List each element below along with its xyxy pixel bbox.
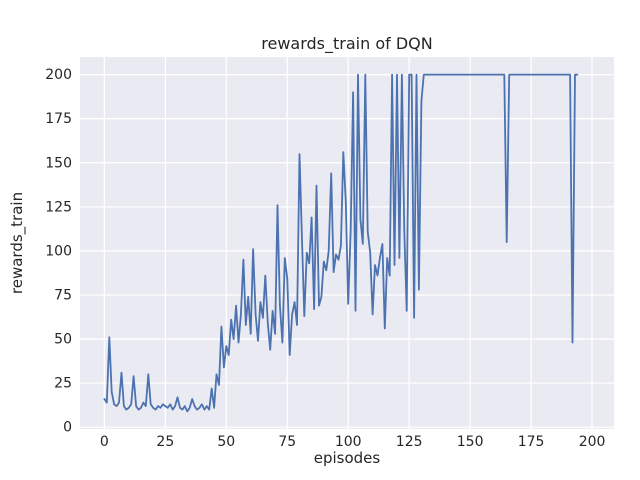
x-tick-label: 100 xyxy=(335,434,362,450)
x-tick-label: 0 xyxy=(100,434,109,450)
y-tick-label: 50 xyxy=(54,332,72,348)
y-tick-label: 0 xyxy=(63,420,72,436)
x-tick-label: 75 xyxy=(278,434,296,450)
x-tick-label: 150 xyxy=(457,434,484,450)
x-tick-label: 175 xyxy=(518,434,545,450)
x-tick-label: 125 xyxy=(396,434,423,450)
x-tick-label: 200 xyxy=(579,434,606,450)
plot-layer: 0 25 50 75 100 125 150 175 200 0 25 50 75 100 125 150 17… xyxy=(45,57,614,450)
x-tick-label: 25 xyxy=(156,434,174,450)
y-tick-label: 75 xyxy=(54,288,72,304)
y-tick-label: 175 xyxy=(45,111,72,127)
x-tick-label: 50 xyxy=(217,434,235,450)
y-axis-label: rewards_train xyxy=(8,192,27,294)
x-axis-label: episodes xyxy=(314,449,381,467)
y-tick-label: 150 xyxy=(45,155,72,171)
chart-title: rewards_train of DQN xyxy=(261,34,432,54)
y-tick-label: 25 xyxy=(54,376,72,392)
y-tick-label: 100 xyxy=(45,243,72,259)
line-series-rewards xyxy=(103,73,579,413)
y-tick-label: 125 xyxy=(45,199,72,215)
y-tick-label: 200 xyxy=(45,67,72,83)
